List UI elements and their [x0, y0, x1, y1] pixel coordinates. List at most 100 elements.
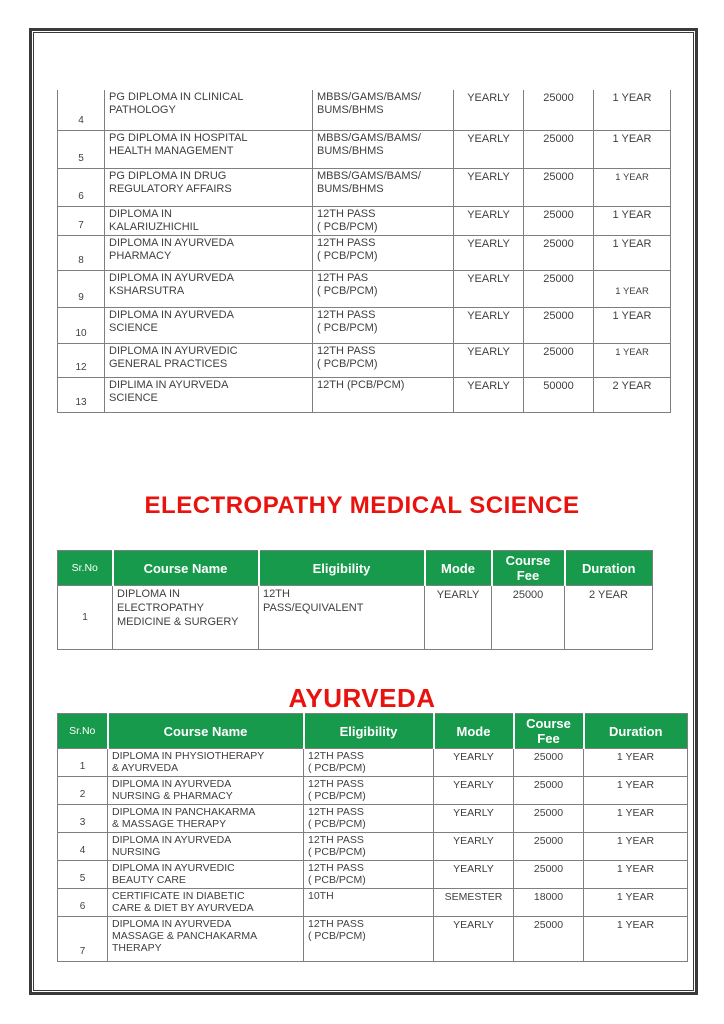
cell-eligibility: 12TH PASS ( PCB/PCM)	[303, 860, 434, 889]
header-mode: Mode	[432, 713, 514, 749]
cell-duration: 1 YEAR	[583, 776, 688, 805]
course-row: 9 DIPLOMA IN AYURVEDA KSHARSUTRA 12TH PAS …	[57, 269, 671, 308]
page-border-inner-line	[33, 32, 694, 991]
header-course-name: Course Name	[106, 713, 304, 749]
cell-mode: YEARLY	[433, 776, 514, 805]
header-course-fee: Course Fee	[490, 550, 565, 586]
course-row: 6 PG DIPLOMA IN DRUG REGULATORY AFFAIRS MB…	[57, 167, 671, 207]
cell-fee: 25000	[513, 748, 584, 777]
cell-duration: 1 YEAR	[593, 129, 671, 169]
course-row: 10 DIPLOMA IN AYURVEDA SCIENCE 12TH PASS (…	[57, 306, 671, 344]
electropathy-section-heading: ELECTROPATHY MEDICAL SCIENCE	[144, 492, 580, 519]
cell-mode: YEARLY	[453, 306, 524, 344]
cell-fee: 25000	[523, 342, 594, 378]
cell-fee: 25000	[513, 860, 584, 889]
cell-sr: 12	[57, 342, 105, 378]
cell-eligibility: 10TH	[303, 888, 434, 917]
cell-mode: YEARLY	[433, 916, 514, 962]
page-border	[29, 28, 698, 995]
cell-duration: 1 YEAR	[593, 269, 671, 308]
cell-name: CERTIFICATE IN DIABETIC CARE & DIET BY A…	[107, 888, 304, 917]
course-row: 13 DIPLIMA IN AYURVEDA SCIENCE 12TH (PCB/P…	[57, 376, 671, 413]
cell-sr: 13	[57, 376, 105, 413]
cell-duration: 1 YEAR	[593, 234, 671, 271]
cell-sr: 10	[57, 306, 105, 344]
course-row: 7 DIPLOMA IN KALARIUZHICHIL 12TH PASS ( PC…	[57, 205, 671, 236]
header-srno: Sr.No	[57, 713, 108, 749]
cell-sr: 4	[57, 90, 105, 131]
cell-mode: YEARLY	[453, 234, 524, 271]
cell-name: DIPLOMA IN AYURVEDA PHARMACY	[104, 234, 313, 271]
cell-mode: YEARLY	[453, 376, 524, 413]
cell-duration: 1 YEAR	[583, 860, 688, 889]
cell-duration: 1 YEAR	[593, 90, 671, 131]
cell-mode: YEARLY	[453, 269, 524, 308]
cell-eligibility: 12TH (PCB/PCM)	[312, 376, 454, 413]
cell-fee: 25000	[523, 90, 594, 131]
header-mode: Mode	[423, 550, 492, 586]
cell-sr: 2	[57, 776, 108, 805]
header-course-fee: Course Fee	[512, 713, 584, 749]
cell-mode: YEARLY	[433, 860, 514, 889]
cell-sr: 1	[57, 585, 113, 650]
cell-fee: 25000	[523, 306, 594, 344]
cell-sr: 6	[57, 167, 105, 207]
cell-eligibility: MBBS/GAMS/BAMS/ BUMS/BHMS	[312, 129, 454, 169]
cell-duration: 1 YEAR	[593, 167, 671, 207]
cell-duration: 2 YEAR	[593, 376, 671, 413]
cell-duration: 2 YEAR	[564, 585, 653, 650]
cell-fee: 25000	[513, 776, 584, 805]
cell-fee: 25000	[513, 916, 584, 962]
course-row: 3 DIPLOMA IN PANCHAKARMA & MASSAGE THERAP…	[57, 804, 688, 833]
cell-eligibility: 12TH PASS ( PCB/PCM)	[303, 804, 434, 833]
cell-sr: 4	[57, 832, 108, 861]
cell-mode: YEARLY	[453, 205, 524, 236]
course-row: 1 DIPLOMA IN ELECTROPATHY MEDICINE & SURG…	[57, 585, 653, 650]
cell-sr: 3	[57, 804, 108, 833]
cell-eligibility: MBBS/GAMS/BAMS/ BUMS/BHMS	[312, 167, 454, 207]
cell-sr: 5	[57, 860, 108, 889]
header-eligibility: Eligibility	[302, 713, 434, 749]
cell-duration: 1 YEAR	[593, 306, 671, 344]
course-row: 4 PG DIPLOMA IN CLINICAL PATHOLOGY MBBS/GA…	[57, 90, 671, 131]
course-row: 8 DIPLOMA IN AYURVEDA PHARMACY 12TH PASS (…	[57, 234, 671, 271]
cell-fee: 25000	[513, 804, 584, 833]
cell-duration: 1 YEAR	[593, 205, 671, 236]
cell-mode: YEARLY	[433, 748, 514, 777]
cell-name: DIPLOMA IN PHYSIOTHERAPY & AYURVEDA	[107, 748, 304, 777]
ayurveda-courses-table: Sr.No Course Name Eligibility Mode Cours…	[57, 713, 688, 962]
cell-eligibility: 12TH PASS ( PCB/PCM)	[312, 205, 454, 236]
course-row: 7 DIPLOMA IN AYURVEDA MASSAGE & PANCHAKAR…	[57, 916, 688, 962]
cell-name: PG DIPLOMA IN CLINICAL PATHOLOGY	[104, 90, 313, 131]
cell-mode: YEARLY	[433, 804, 514, 833]
cell-eligibility: MBBS/GAMS/BAMS/ BUMS/BHMS	[312, 90, 454, 131]
cell-eligibility: 12TH PASS ( PCB/PCM)	[303, 832, 434, 861]
cell-fee: 25000	[523, 234, 594, 271]
cell-mode: YEARLY	[453, 167, 524, 207]
table-header-row: Sr.No Course Name Eligibility Mode Cours…	[57, 550, 653, 586]
cell-name: DIPLOMA IN AYURVEDIC GENERAL PRACTICES	[104, 342, 313, 378]
pg-diploma-courses-table: 4 PG DIPLOMA IN CLINICAL PATHOLOGY MBBS/GA…	[57, 90, 671, 413]
cell-fee: 25000	[523, 167, 594, 207]
header-duration: Duration	[582, 713, 688, 749]
cell-sr: 5	[57, 129, 105, 169]
ayurveda-section-heading: AYURVEDA	[288, 683, 436, 713]
cell-duration: 1 YEAR	[583, 888, 688, 917]
cell-mode: YEARLY	[433, 832, 514, 861]
cell-eligibility: 12TH PASS/EQUIVALENT	[258, 585, 425, 650]
cell-fee: 18000	[513, 888, 584, 917]
electropathy-courses-table: Sr.No Course Name Eligibility Mode Cours…	[57, 550, 653, 650]
cell-eligibility: 12TH PASS ( PCB/PCM)	[303, 916, 434, 962]
cell-name: DIPLOMA IN AYURVEDA KSHARSUTRA	[104, 269, 313, 308]
header-course-name: Course Name	[111, 550, 259, 586]
cell-name: DIPLIMA IN AYURVEDA SCIENCE	[104, 376, 313, 413]
course-row: 5 DIPLOMA IN AYURVEDIC BEAUTY CARE 12TH PA…	[57, 860, 688, 889]
cell-fee: 25000	[523, 129, 594, 169]
cell-mode: YEARLY	[424, 585, 492, 650]
cell-sr: 8	[57, 234, 105, 271]
cell-name: PG DIPLOMA IN HOSPITAL HEALTH MANAGEMENT	[104, 129, 313, 169]
cell-duration: 1 YEAR	[583, 916, 688, 962]
cell-eligibility: 12TH PASS ( PCB/PCM)	[312, 234, 454, 271]
cell-sr: 1	[57, 748, 108, 777]
header-srno: Sr.No	[57, 550, 113, 586]
